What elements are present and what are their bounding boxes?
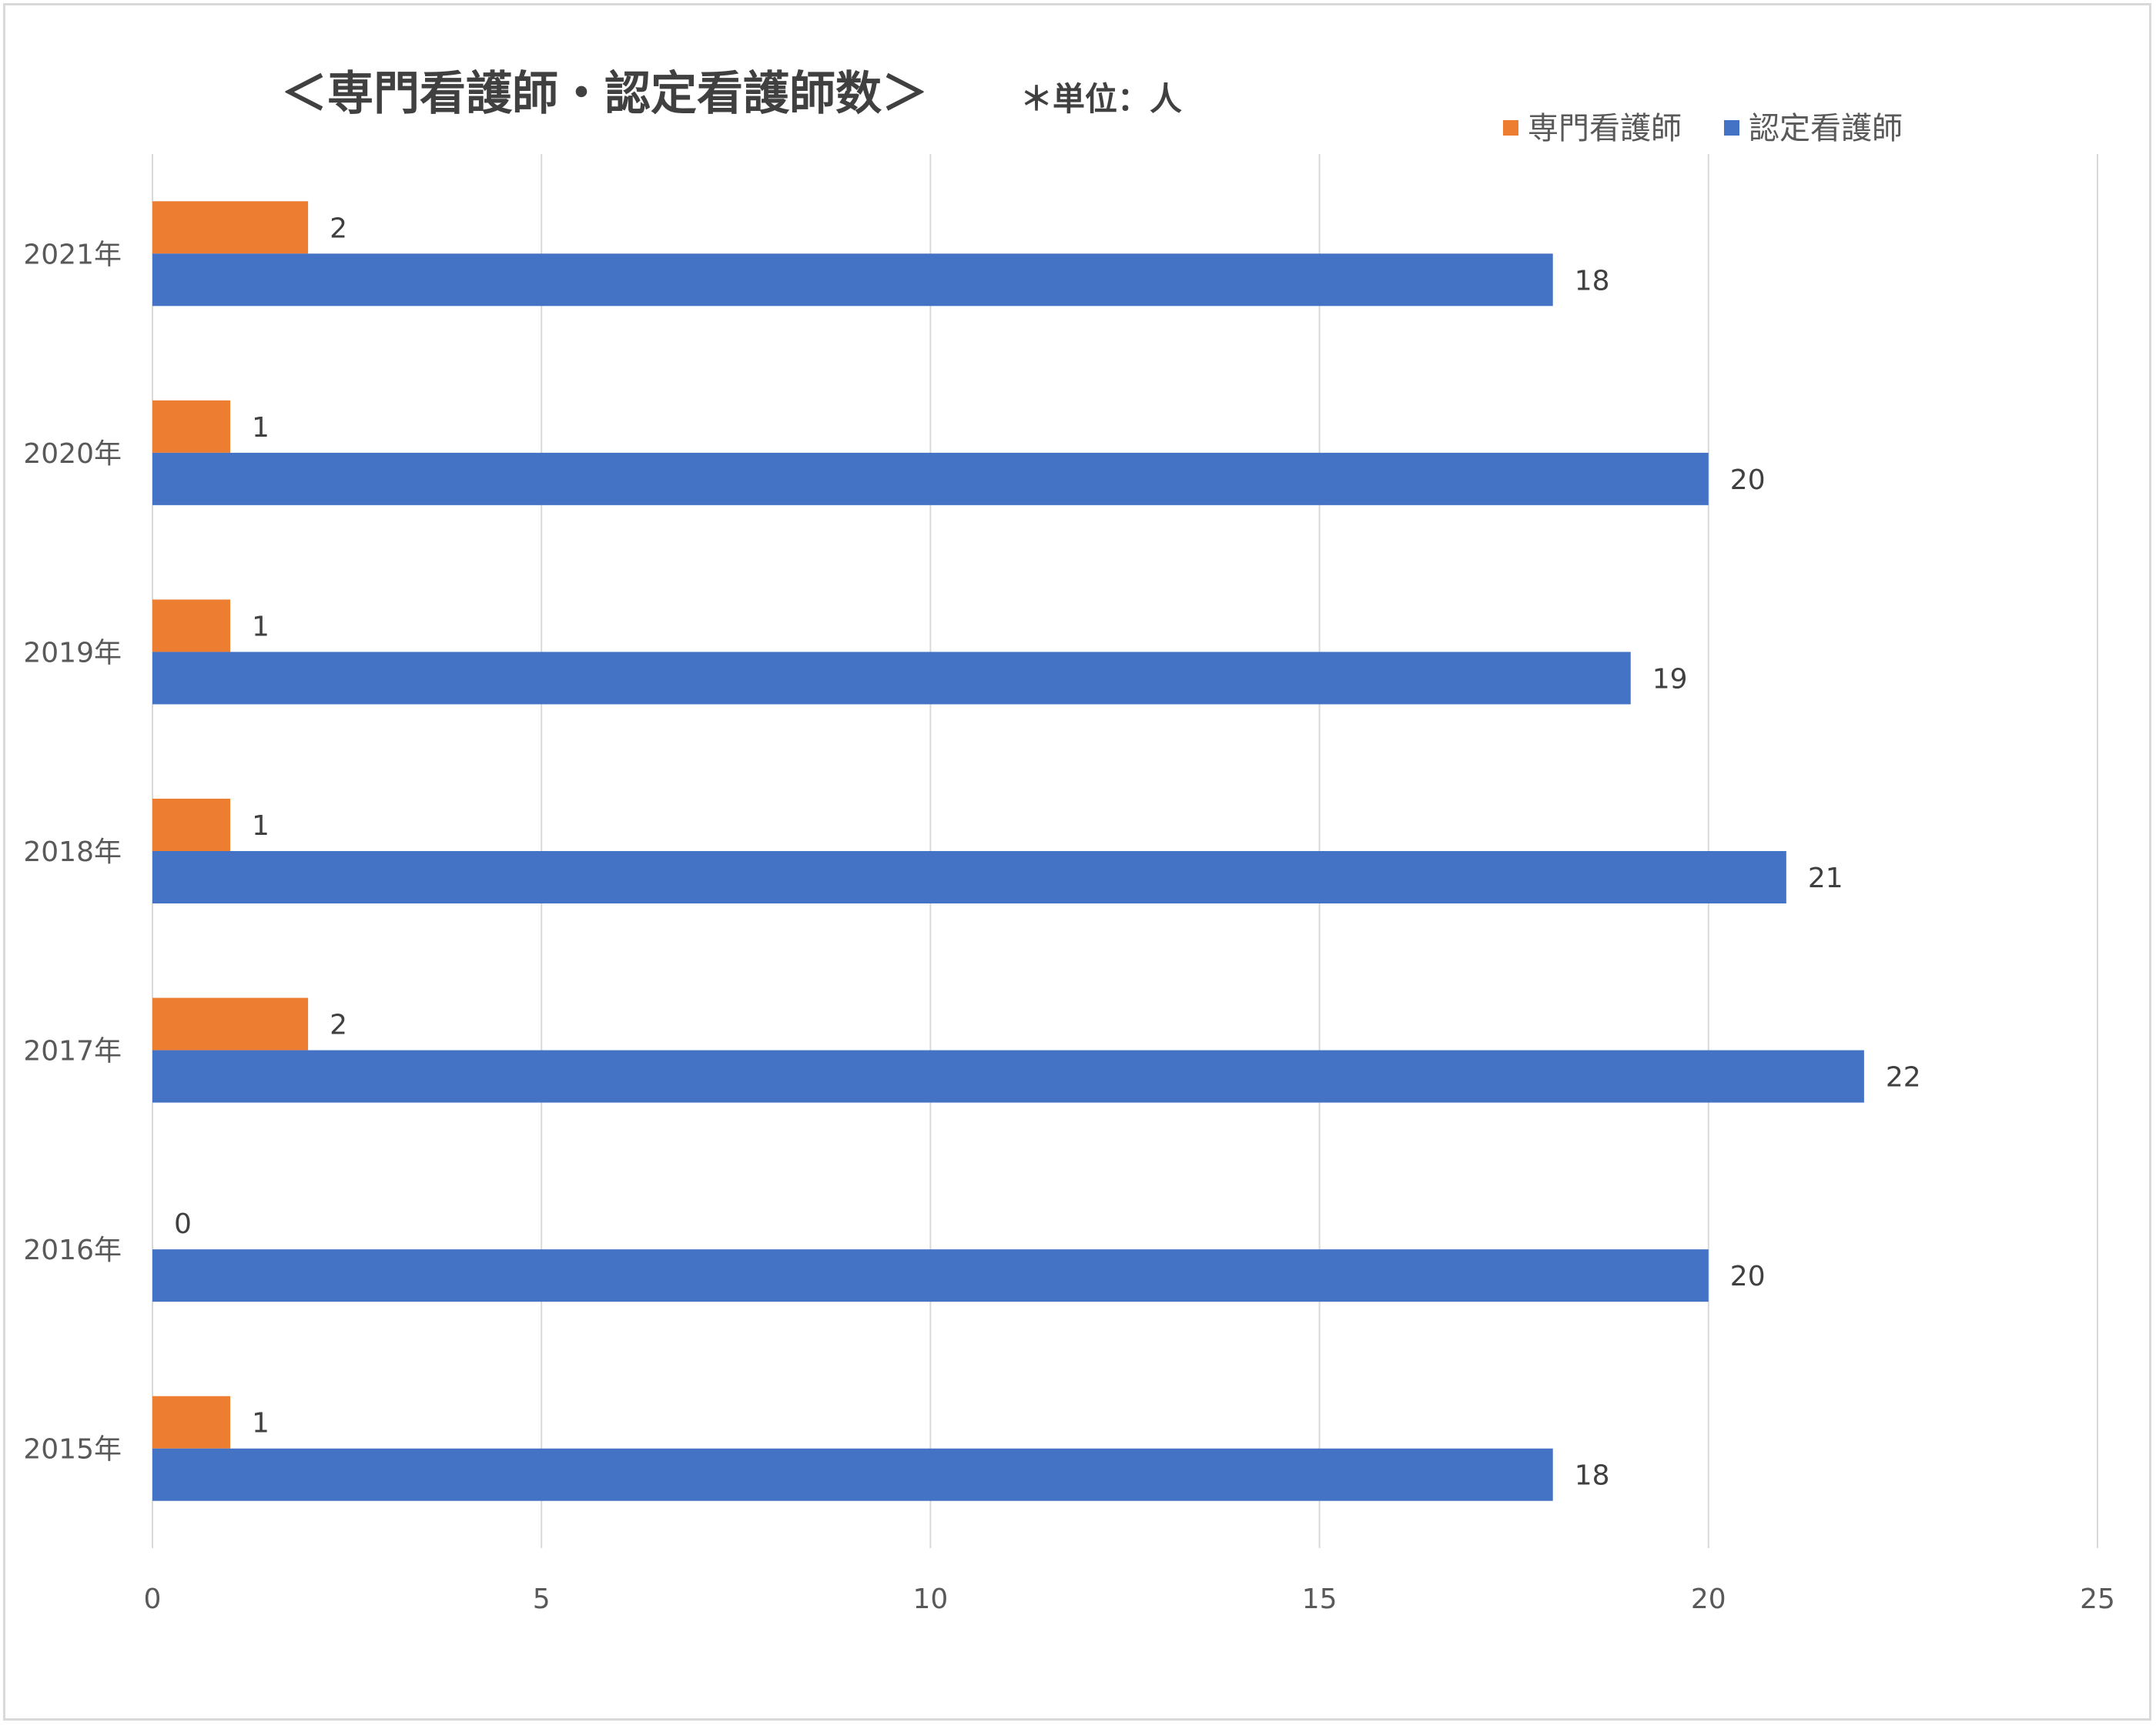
data-label: 22 <box>1886 1062 1921 1094</box>
data-label: 1 <box>252 1408 270 1439</box>
data-label: 18 <box>1575 265 1610 297</box>
bar-specialist <box>152 799 231 851</box>
data-label: 1 <box>252 810 270 842</box>
bars <box>152 201 1864 1501</box>
legend-label-certified: 認定看護師 <box>1749 111 1903 146</box>
bar-specialist <box>152 201 309 254</box>
bar-specialist <box>152 599 231 652</box>
legend-swatch-certified <box>1724 120 1739 136</box>
x-tick-label: 10 <box>912 1584 948 1615</box>
chart-title: ＜専門看護師・認定看護師数＞ <box>281 67 928 121</box>
bar-specialist <box>152 400 231 453</box>
bar-certified <box>152 1448 1553 1501</box>
x-tick-label: 15 <box>1302 1584 1337 1615</box>
bar-certified <box>152 1050 1864 1103</box>
x-tick-label: 25 <box>2080 1584 2115 1615</box>
category-label: 2016年 <box>23 1235 122 1266</box>
axes: 0 5 10 15 20 252021年2020年2019年2018年2017年2016年… <box>23 239 2115 1615</box>
x-tick-label: 5 <box>533 1584 551 1615</box>
bar-certified <box>152 253 1553 307</box>
legend-swatch-specialist <box>1503 120 1518 136</box>
category-label: 2017年 <box>23 1036 122 1067</box>
data-label: 21 <box>1808 863 1843 894</box>
bar-specialist <box>152 997 309 1051</box>
data-label: 20 <box>1730 1261 1766 1292</box>
data-label: 1 <box>252 412 270 444</box>
data-label: 19 <box>1652 663 1688 695</box>
category-label: 2018年 <box>23 836 122 868</box>
category-label: 2020年 <box>23 438 122 470</box>
category-label: 2019年 <box>23 637 122 669</box>
x-tick-label: 20 <box>1691 1584 1726 1615</box>
data-label: 0 <box>174 1208 192 1240</box>
category-label: 2015年 <box>23 1434 122 1466</box>
category-label: 2021年 <box>23 239 122 270</box>
bar-certified <box>152 1249 1709 1302</box>
data-label: 20 <box>1730 464 1766 496</box>
x-tick-label: 0 <box>144 1584 162 1615</box>
unit-note: ＊単位：人 <box>1020 80 1182 118</box>
data-label: 2 <box>330 1010 347 1041</box>
bar-specialist <box>152 1396 231 1449</box>
data-label: 1 <box>252 611 270 642</box>
data-label: 2 <box>330 213 347 244</box>
bar-certified <box>152 652 1631 705</box>
legend: 専門看護師 認定看護師 <box>1503 111 1903 146</box>
bar-certified <box>152 452 1709 505</box>
bar-certified <box>152 851 1786 903</box>
data-label: 18 <box>1575 1460 1610 1492</box>
legend-label-specialist: 専門看護師 <box>1528 111 1682 146</box>
